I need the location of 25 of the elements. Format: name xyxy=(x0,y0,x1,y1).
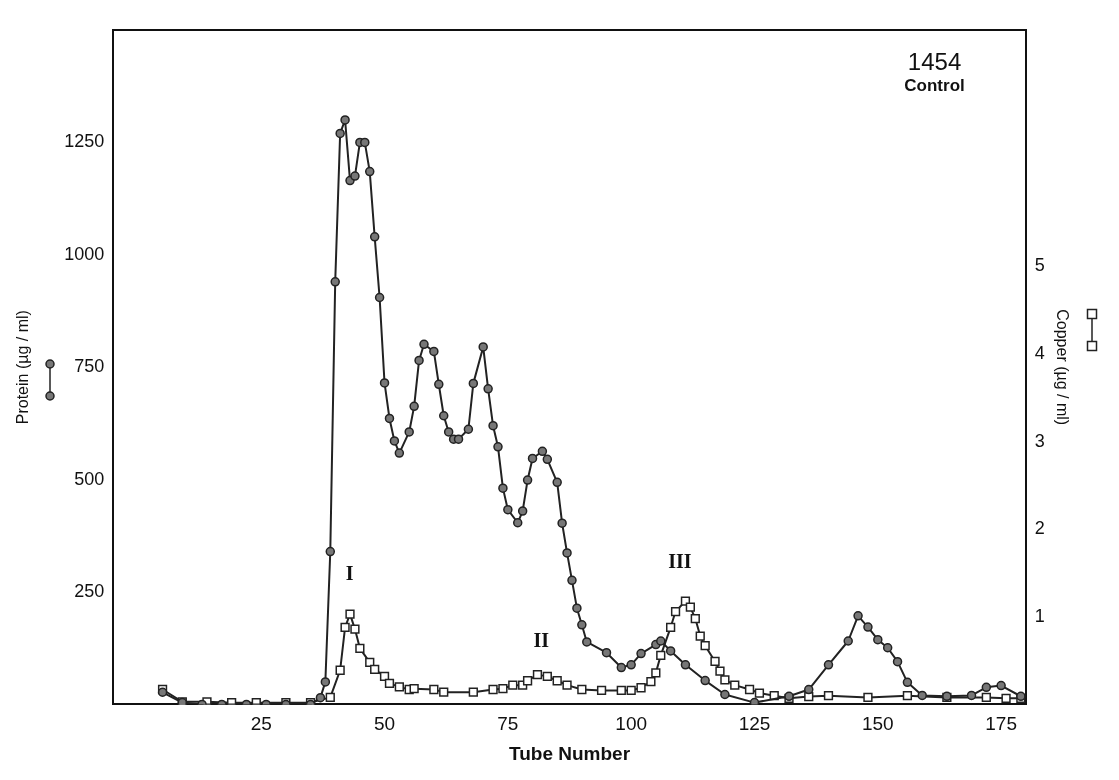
x-tick-label: 50 xyxy=(373,713,396,735)
y2-tick-label: 2 xyxy=(1034,518,1045,539)
annotation: 1454 xyxy=(907,48,962,76)
x-tick-label: 175 xyxy=(985,713,1017,735)
x-tick-label: 25 xyxy=(250,713,272,735)
x-axis-title: Tube Number xyxy=(508,742,631,764)
annotation: III xyxy=(668,550,692,573)
x-tick-label: 75 xyxy=(497,713,519,735)
y2-tick-label: 4 xyxy=(1034,343,1045,364)
y-tick-label: 250 xyxy=(74,580,105,601)
y2-tick-label: 5 xyxy=(1034,255,1045,276)
y2-tick-label: 3 xyxy=(1034,430,1045,451)
annotation: Control xyxy=(904,75,965,95)
y-tick-label: 1000 xyxy=(64,243,105,264)
y-tick-label: 750 xyxy=(74,356,105,377)
x-tick-label: 125 xyxy=(738,713,771,735)
x-tick-label: 150 xyxy=(861,713,894,735)
y-axis-title: Protein (µg / ml) xyxy=(14,310,32,425)
y2-tick-label: 1 xyxy=(1034,605,1045,626)
y2-axis-title: Copper (µg / ml) xyxy=(1053,309,1071,426)
annotation: I xyxy=(345,561,354,584)
annotation: II xyxy=(533,629,550,652)
x-tick-label: 100 xyxy=(615,713,648,735)
y-tick-label: 500 xyxy=(74,468,105,489)
y-tick-label: 1250 xyxy=(64,131,105,152)
